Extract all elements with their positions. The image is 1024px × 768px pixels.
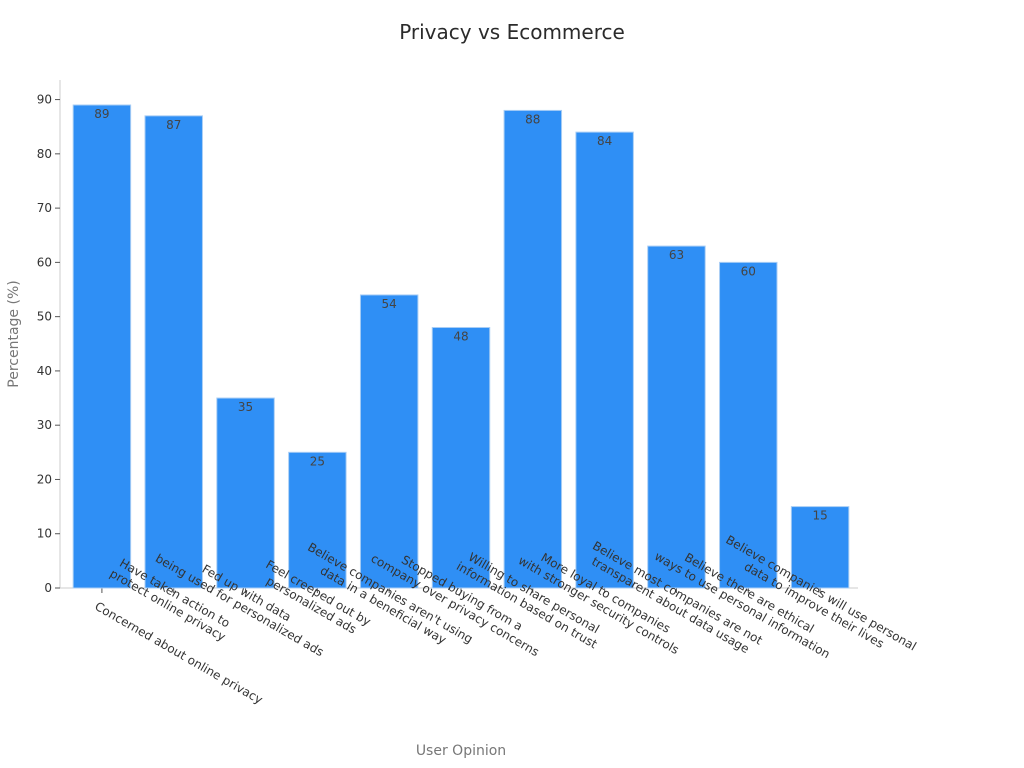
bar <box>72 104 132 589</box>
bar <box>359 294 419 589</box>
bar <box>647 245 706 589</box>
bar <box>790 506 850 589</box>
y-tick-label: 50 <box>37 310 52 324</box>
bar-value-label: 35 <box>238 400 253 414</box>
bar <box>216 397 275 589</box>
bar <box>503 109 563 589</box>
bars <box>72 104 850 589</box>
bar-value-label: 60 <box>741 264 756 278</box>
bar-value-label: 25 <box>310 454 325 468</box>
bar-value-label: 54 <box>382 297 397 311</box>
chart-title: Privacy vs Ecommerce <box>399 20 625 44</box>
y-tick-label: 30 <box>37 418 52 432</box>
bar-labels: 89 87 35 25 54 48 88 84 63 60 15 <box>94 107 827 523</box>
bar-value-label: 48 <box>453 330 468 344</box>
bar-value-label: 63 <box>669 248 684 262</box>
bar <box>575 131 634 589</box>
bar-value-label: 89 <box>94 107 109 121</box>
bar <box>431 327 491 589</box>
y-tick-label: 40 <box>37 364 52 378</box>
y-tick-label: 90 <box>37 93 52 107</box>
y-axis: 0 10 20 30 40 50 60 70 80 90 <box>37 80 61 595</box>
y-axis-title: Percentage (%) <box>6 280 22 387</box>
bar <box>719 261 778 589</box>
y-tick-label: 70 <box>37 201 52 215</box>
bar <box>288 451 347 589</box>
bar-value-label: 15 <box>812 509 827 523</box>
x-axis-title: User Opinion <box>416 743 506 759</box>
bar-value-label: 87 <box>166 118 181 132</box>
bar-value-label: 84 <box>597 134 612 148</box>
bar <box>144 115 203 589</box>
y-tick-label: 20 <box>37 472 52 486</box>
y-tick-label: 80 <box>37 147 52 161</box>
y-tick-label: 10 <box>37 527 52 541</box>
y-tick-label: 60 <box>37 255 52 269</box>
bar-value-label: 88 <box>525 112 540 126</box>
y-tick-label: 0 <box>44 581 52 595</box>
